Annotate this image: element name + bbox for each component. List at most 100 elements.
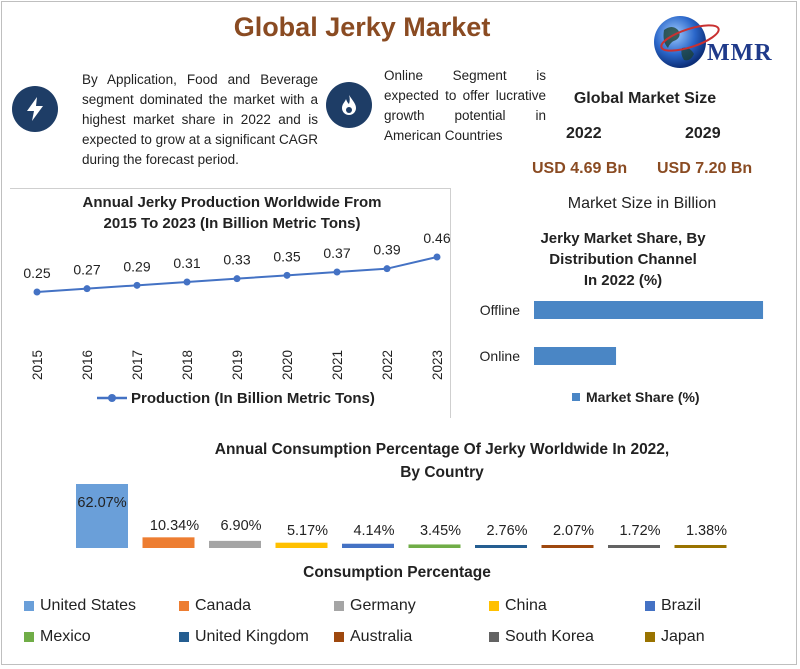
legend-label: United States	[40, 597, 137, 614]
divider-line	[450, 188, 451, 418]
x-tick-label: 2023	[430, 350, 445, 380]
category-label: Offline	[480, 302, 520, 318]
legend-swatch	[24, 601, 34, 611]
bar	[674, 545, 727, 548]
country-chart: 62.07% 10.34% 6.90% 5.17% 4.14% 3.45% 2.76% 2.0…	[76, 484, 727, 548]
bar	[608, 545, 660, 548]
x-tick-label: 2017	[130, 350, 145, 380]
data-label: 0.25	[23, 265, 50, 281]
hbar-chart-title: Jerky Market Share, By Distribution Chan…	[518, 228, 728, 291]
data-label: 0.33	[223, 252, 250, 268]
legend-item: Brazil	[645, 597, 701, 615]
flame-icon	[326, 82, 372, 128]
bar	[534, 301, 764, 319]
legend-item: United Kingdom	[179, 628, 309, 646]
data-point	[233, 275, 241, 283]
x-tick-label: 2022	[380, 350, 395, 380]
bar	[541, 545, 594, 548]
country-chart-xlabel: Consumption Percentage	[303, 564, 491, 581]
market-value-2022: USD 4.69 Bn	[532, 160, 628, 177]
data-label: 6.90%	[220, 518, 261, 534]
legend-swatch	[334, 632, 344, 642]
data-point	[333, 268, 341, 276]
legend-swatch	[179, 601, 189, 611]
data-label: 0.31	[173, 255, 200, 271]
bar	[534, 347, 617, 365]
legend-swatch	[645, 601, 655, 611]
data-label: 2.07%	[553, 523, 594, 539]
data-label: 0.29	[123, 258, 150, 274]
legend-swatch	[572, 393, 580, 401]
data-point	[383, 265, 391, 273]
info-mid-text: Online Segment is expected to offer lucr…	[384, 68, 546, 143]
data-label: 62.07%	[77, 495, 126, 511]
legend-swatch	[179, 632, 189, 642]
logo-text: MMR	[707, 40, 773, 66]
market-year-2022: 2022	[566, 125, 602, 142]
market-size-title: Global Market Size	[573, 90, 717, 107]
legend-item: South Korea	[489, 628, 594, 646]
x-tick-label: 2019	[230, 350, 245, 380]
legend-label: Mexico	[40, 628, 91, 645]
line-chart-title-line1: Annual Jerky Production Worldwide From	[82, 194, 382, 211]
legend-marker	[108, 394, 116, 402]
legend-swatch	[489, 601, 499, 611]
data-label: 2.76%	[486, 523, 527, 539]
legend-label: China	[505, 597, 547, 614]
data-label: 1.72%	[619, 523, 660, 539]
x-tick-label: 2021	[330, 350, 345, 380]
country-chart-title: Annual Consumption Percentage Of Jerky W…	[152, 438, 732, 484]
hbar-title-line1: Jerky Market Share, By	[540, 230, 706, 247]
divider-line	[10, 188, 450, 189]
market-year-2029: 2029	[685, 125, 721, 142]
legend-label: Canada	[195, 597, 252, 614]
legend-swatch	[24, 632, 34, 642]
hbar-title-line3: In 2022 (%)	[583, 272, 663, 289]
country-title-line2: By Country	[400, 464, 484, 481]
market-value-2029: USD 7.20 Bn	[657, 160, 753, 177]
legend-label: Germany	[350, 597, 416, 614]
market-size-caption: Market Size in Billion	[567, 195, 717, 212]
bar	[209, 540, 261, 548]
legend-swatch	[334, 601, 344, 611]
bar	[408, 544, 461, 548]
line-chart: 0.25 2015 0.27 2016 0.29 2017 0.31 2018 0.33 2019…	[23, 232, 450, 407]
legend-label: Production (In Billion Metric Tons)	[131, 390, 375, 407]
data-label: 3.45%	[420, 523, 461, 539]
x-tick-label: 2016	[80, 350, 95, 380]
line-chart-title: Annual Jerky Production Worldwide From 2…	[22, 192, 442, 234]
data-label: 4.14%	[353, 523, 394, 539]
data-point	[433, 253, 441, 261]
bar	[475, 545, 527, 548]
legend-label: Market Share (%)	[586, 389, 700, 405]
lightning-icon	[12, 86, 58, 132]
legend-item: Japan	[645, 628, 705, 646]
bar	[76, 484, 128, 548]
legend-item: United States	[24, 597, 136, 615]
logo	[654, 16, 720, 68]
data-label: 10.34%	[150, 518, 199, 534]
data-label: 0.27	[73, 262, 100, 278]
legend-label: United Kingdom	[195, 628, 309, 645]
legend-swatch	[489, 632, 499, 642]
data-label: 0.35	[273, 248, 300, 264]
legend-item: Mexico	[24, 628, 91, 646]
data-point	[283, 271, 291, 279]
bar	[142, 537, 195, 548]
line-chart-title-line2: 2015 To 2023 (In Billion Metric Tons)	[103, 215, 361, 232]
hbar-title-line2: Distribution Channel	[549, 251, 697, 268]
legend-label: South Korea	[505, 628, 594, 645]
legend-item: China	[489, 597, 547, 615]
globe-icon	[654, 16, 720, 68]
data-point	[33, 288, 41, 296]
category-label: Online	[480, 348, 521, 364]
legend-swatch	[645, 632, 655, 642]
data-point	[133, 281, 141, 289]
legend-label: Australia	[350, 628, 413, 645]
legend-label: Brazil	[661, 597, 702, 614]
data-label: 0.39	[373, 242, 400, 258]
x-tick-label: 2018	[180, 350, 195, 380]
x-tick-label: 2020	[280, 350, 295, 380]
legend-item: Australia	[334, 628, 412, 646]
